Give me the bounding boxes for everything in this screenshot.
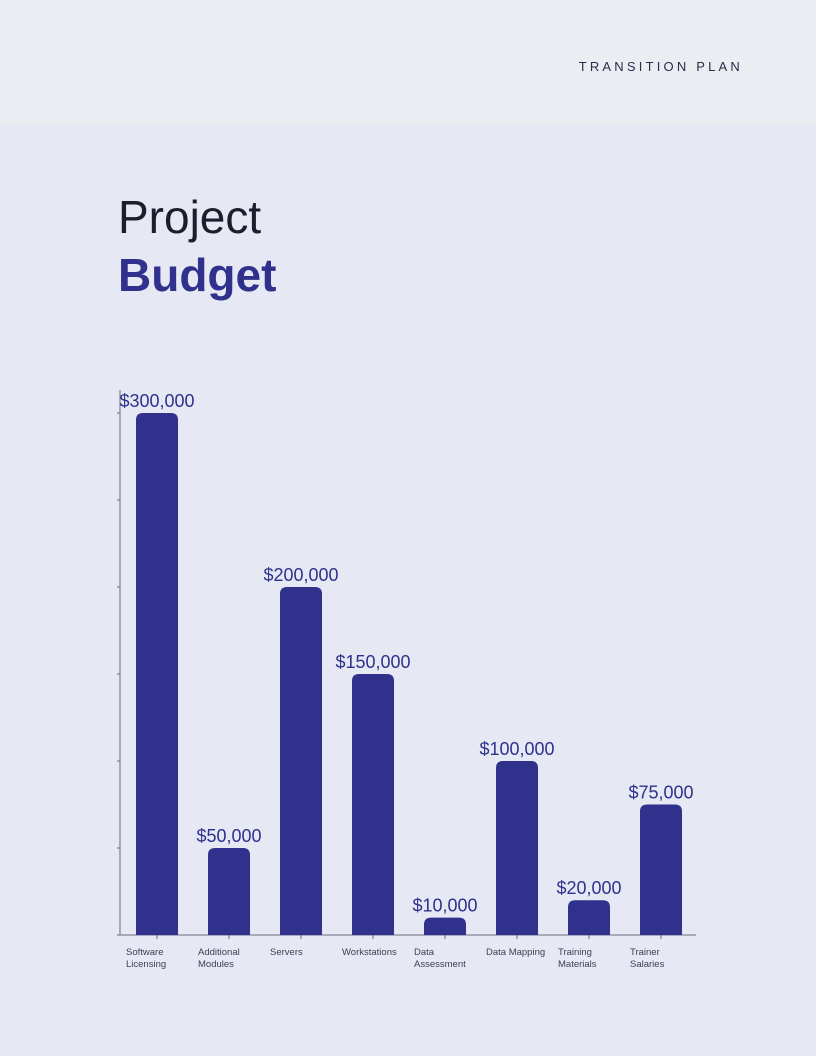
bar: [424, 917, 466, 935]
x-tick-label: Salaries: [630, 959, 665, 970]
data-label: $50,000: [196, 826, 261, 846]
document-label: TRANSITION PLAN: [578, 59, 743, 74]
data-label: $200,000: [263, 565, 338, 585]
bar: [208, 848, 250, 935]
bar: [352, 674, 394, 935]
x-tick-label: Data Mapping: [486, 947, 545, 958]
x-tick-label: Trainer: [630, 947, 660, 958]
x-tick-label: Training: [558, 947, 592, 958]
header-band: TRANSITION PLAN: [0, 0, 816, 124]
data-label: $20,000: [556, 878, 621, 898]
data-label: $75,000: [628, 783, 693, 803]
page-title-line1: Project: [118, 191, 262, 243]
data-label: $10,000: [412, 896, 477, 916]
x-tick-label: Additional: [198, 947, 240, 958]
data-label: $100,000: [479, 739, 554, 759]
bar: [568, 900, 610, 935]
x-tick-label: Workstations: [342, 947, 397, 958]
x-tick-label: Data: [414, 947, 435, 958]
bar: [136, 413, 178, 935]
x-tick-label: Licensing: [126, 959, 166, 970]
bar: [496, 761, 538, 935]
bar: [640, 804, 682, 935]
x-tick-label: Modules: [198, 959, 234, 970]
x-tick-label: Materials: [558, 959, 597, 970]
data-label: $300,000: [119, 391, 194, 411]
bar: [280, 587, 322, 935]
data-label: $150,000: [335, 652, 410, 672]
x-tick-label: Assessment: [414, 959, 466, 970]
x-tick-label: Software: [126, 947, 164, 958]
x-tick-label: Servers: [270, 947, 303, 958]
page-title-line2: Budget: [118, 249, 277, 301]
